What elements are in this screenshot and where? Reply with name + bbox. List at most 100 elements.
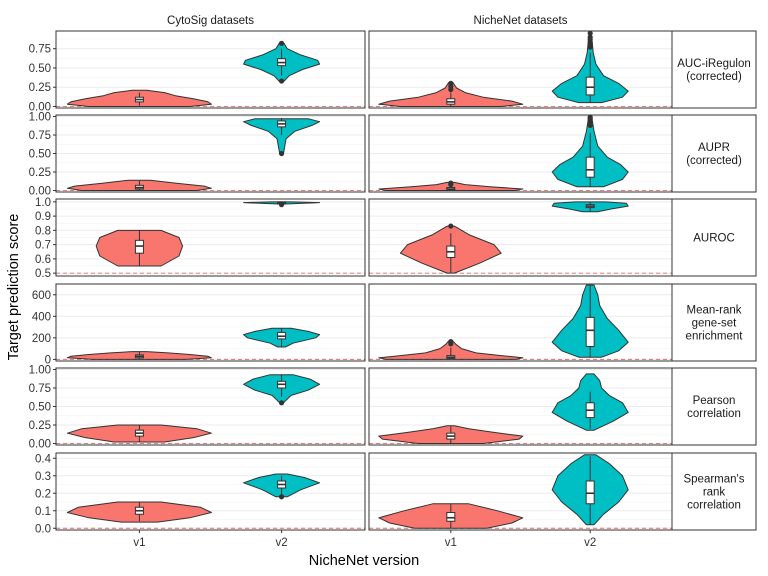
row-strip-label: gene-set bbox=[692, 318, 738, 330]
boxplot-box bbox=[585, 480, 595, 505]
row-strip-label: rank bbox=[703, 487, 726, 499]
outlier-point bbox=[278, 40, 285, 46]
y-tick-label: 400 bbox=[32, 311, 51, 323]
y-tick-label: 0.9 bbox=[35, 211, 51, 223]
outlier-point bbox=[587, 34, 593, 40]
facet-panel bbox=[55, 114, 366, 193]
panel-background bbox=[369, 284, 672, 361]
facet-panel bbox=[55, 30, 366, 109]
y-tick-label: 1.00 bbox=[29, 111, 51, 123]
x-tick-label: v2 bbox=[275, 537, 287, 549]
y-tick-label: 0.25 bbox=[29, 167, 51, 179]
y-tick-label: 0.75 bbox=[29, 44, 51, 56]
outlier-point bbox=[278, 202, 285, 208]
panel-border bbox=[368, 283, 673, 362]
y-tick-label: 0.2 bbox=[35, 488, 51, 500]
y-tick-label: 0.1 bbox=[35, 506, 51, 518]
facet-panel bbox=[368, 283, 673, 362]
row-strip-label: (corrected) bbox=[686, 155, 742, 167]
row-strip-label: Mean-rank bbox=[687, 305, 742, 317]
y-tick-label: 0.3 bbox=[35, 471, 51, 483]
y-tick-label: 0.75 bbox=[29, 383, 51, 395]
column-strip-label: CytoSig datasets bbox=[167, 15, 254, 27]
y-tick-label: 0.0 bbox=[35, 523, 51, 535]
y-tick-label: 0.00 bbox=[29, 101, 51, 113]
panel-border bbox=[55, 283, 366, 362]
outlier-point bbox=[278, 400, 285, 406]
facet-panel bbox=[55, 452, 366, 531]
facet-panel bbox=[55, 198, 366, 277]
x-tick-label: v2 bbox=[584, 537, 596, 549]
outlier-point bbox=[448, 339, 454, 345]
panel-border bbox=[55, 452, 366, 531]
facet-panel bbox=[368, 367, 673, 446]
row-strip bbox=[671, 283, 757, 362]
y-tick-label: 0.75 bbox=[29, 130, 51, 142]
row-strip-label: Pearson bbox=[693, 395, 736, 407]
boxplot-box bbox=[585, 316, 595, 347]
y-tick-label: 0.25 bbox=[29, 420, 51, 432]
y-tick-label: 0.00 bbox=[29, 186, 51, 198]
outlier-point bbox=[448, 180, 454, 186]
row-strip bbox=[671, 114, 757, 193]
panel-border bbox=[368, 30, 673, 109]
facet-panel bbox=[368, 114, 673, 193]
panel-border bbox=[55, 198, 366, 277]
outlier-point bbox=[278, 494, 285, 500]
panel-border bbox=[368, 367, 673, 446]
boxplot-box bbox=[446, 512, 456, 522]
y-tick-label: 200 bbox=[32, 333, 51, 345]
panel-border bbox=[55, 367, 366, 446]
violin-v2 bbox=[243, 118, 321, 154]
panel-border bbox=[55, 30, 366, 109]
row-strip-label: Spearman's bbox=[683, 474, 744, 486]
row-strip bbox=[671, 367, 757, 446]
outlier-point bbox=[448, 223, 454, 229]
y-tick-label: 1.0 bbox=[35, 197, 51, 209]
panel-border bbox=[368, 114, 673, 193]
y-tick-label: 0.8 bbox=[35, 225, 51, 237]
outlier-point bbox=[587, 114, 593, 120]
y-axis-title: Target prediction score bbox=[6, 214, 22, 361]
y-tick-label: 0 bbox=[45, 354, 51, 366]
row-strip-label: AUPR bbox=[698, 142, 730, 154]
x-axis-title: NicheNet version bbox=[309, 553, 419, 569]
facet-panel bbox=[55, 367, 366, 446]
panel-background bbox=[369, 31, 672, 108]
x-tick-label: v1 bbox=[133, 537, 145, 549]
row-strip bbox=[671, 452, 757, 531]
outlier-point bbox=[587, 122, 593, 128]
y-tick-label: 0.5 bbox=[35, 268, 51, 280]
facet-panel bbox=[368, 452, 673, 531]
x-tick-label: v1 bbox=[445, 537, 457, 549]
row-strip-label: correlation bbox=[687, 408, 741, 420]
facet-panel bbox=[368, 198, 673, 277]
y-tick-label: 0.7 bbox=[35, 240, 51, 252]
y-tick-label: 0.25 bbox=[29, 82, 51, 94]
column-strip-label: NicheNet datasets bbox=[474, 15, 568, 27]
y-tick-label: 0.6 bbox=[35, 254, 51, 266]
row-strip bbox=[671, 198, 757, 277]
row-strip bbox=[671, 30, 757, 109]
row-strip-label: enrichment bbox=[686, 331, 744, 343]
panel-border bbox=[368, 452, 673, 531]
panel-background bbox=[56, 284, 365, 361]
outlier-point bbox=[587, 30, 593, 36]
row-strip-label: AUROC bbox=[693, 233, 735, 245]
boxplot-box bbox=[585, 156, 595, 178]
y-tick-label: 0.50 bbox=[29, 149, 51, 161]
panel-border bbox=[55, 114, 366, 193]
row-strip-label: correlation bbox=[687, 500, 741, 512]
outlier-point bbox=[448, 80, 454, 86]
y-tick-label: 0.50 bbox=[29, 63, 51, 75]
boxplot-box bbox=[585, 76, 595, 96]
y-tick-label: 1.00 bbox=[29, 364, 51, 376]
facet-panel bbox=[368, 30, 673, 109]
y-tick-label: 0.4 bbox=[35, 453, 52, 465]
outlier-point bbox=[278, 150, 285, 157]
outlier-point bbox=[278, 78, 285, 84]
y-tick-label: 0.50 bbox=[29, 402, 51, 414]
facet-panel bbox=[55, 283, 366, 362]
